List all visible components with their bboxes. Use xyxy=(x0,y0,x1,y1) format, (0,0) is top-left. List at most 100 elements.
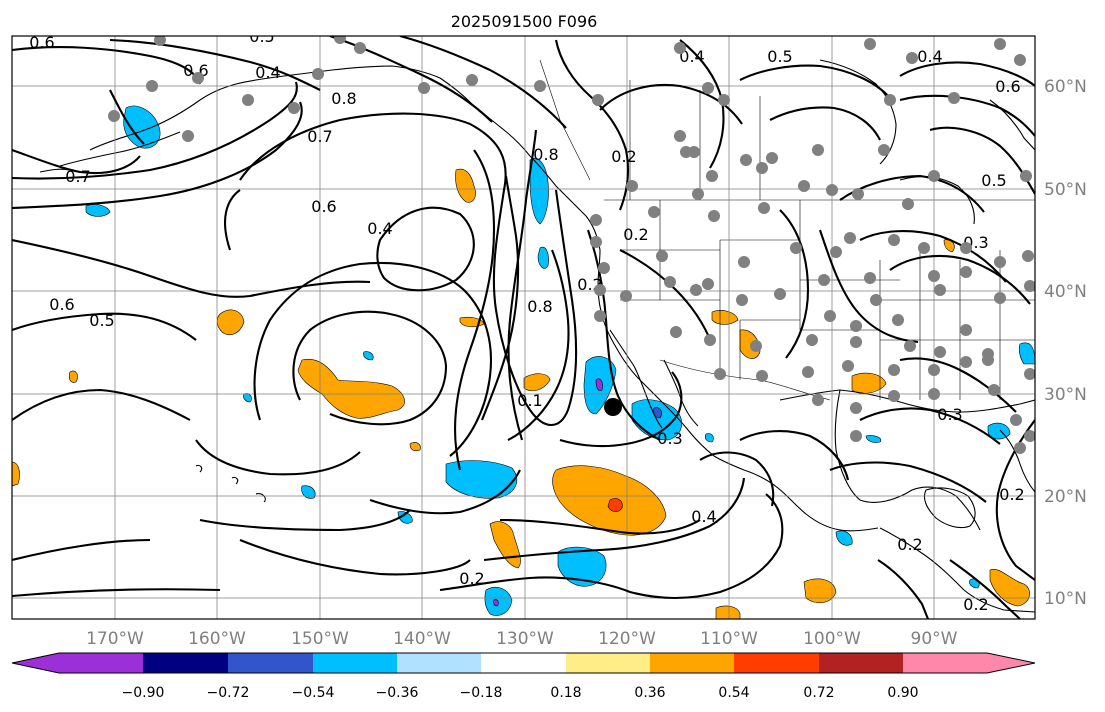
station-dot xyxy=(1024,280,1035,292)
station-dot xyxy=(242,94,254,106)
graticule xyxy=(12,36,1035,619)
colorbar-outline xyxy=(11,652,1036,674)
station-dot xyxy=(708,210,720,222)
contour-label: 0.5 xyxy=(981,171,1006,190)
contour-label: 0.7 xyxy=(65,167,90,186)
contour-label: 0.7 xyxy=(307,127,332,146)
station-dot xyxy=(818,274,830,286)
contour-labels: 0.6 0.5 0.4 0.6 0.8 0.7 0.7 0.6 0.4 0.6 … xyxy=(29,36,1024,614)
station-dot xyxy=(852,188,864,200)
lon-tick-label: 90°W xyxy=(911,629,958,649)
station-dot xyxy=(592,94,604,106)
contour-label: 0.4 xyxy=(255,63,280,82)
contour-label: 0.4 xyxy=(367,219,392,238)
station-dot xyxy=(626,180,638,192)
lon-tick-label: 150°W xyxy=(291,629,349,649)
station-dot xyxy=(960,242,972,254)
colorbar-tick-label: −0.72 xyxy=(207,685,250,701)
station-dot xyxy=(688,146,700,158)
station-dot xyxy=(192,72,204,84)
station-dot xyxy=(928,388,940,400)
station-dot xyxy=(892,314,904,326)
station-dot xyxy=(704,334,716,346)
lon-tick-label: 120°W xyxy=(598,629,656,649)
station-dot xyxy=(702,278,714,290)
station-dot xyxy=(888,364,900,376)
station-dot xyxy=(1022,250,1034,262)
station-dot xyxy=(994,256,1006,268)
colorbar-segment xyxy=(143,653,228,673)
map-frame xyxy=(11,35,1036,620)
station-dot xyxy=(714,368,726,380)
station-dot xyxy=(620,290,632,302)
station-dot xyxy=(718,94,730,106)
colorbar-segment xyxy=(650,653,734,673)
colorbar xyxy=(11,652,1036,674)
colorbar-tick-label: 0.72 xyxy=(803,685,834,701)
colorbar-segment xyxy=(481,653,566,673)
lon-tick-label: 110°W xyxy=(700,629,758,649)
contour-label: 0.3 xyxy=(937,405,962,424)
colorbar-segment xyxy=(397,653,481,673)
station-dot xyxy=(790,242,802,254)
contour-label: 0.2 xyxy=(623,225,648,244)
station-dot xyxy=(756,162,768,174)
station-dot xyxy=(756,370,768,382)
contour-label: 0.8 xyxy=(527,297,552,316)
lon-tick-label: 140°W xyxy=(393,629,451,649)
station-dot xyxy=(758,202,770,214)
colorbar-tick-labels: −0.90 −0.72 −0.54 −0.36 −0.18 0.18 0.36 … xyxy=(122,685,919,701)
station-dot xyxy=(850,430,862,442)
lat-tick-label: 20°N xyxy=(1044,487,1087,507)
station-dot xyxy=(934,284,946,296)
station-dot xyxy=(674,42,686,54)
station-dot xyxy=(842,360,854,372)
station-dot xyxy=(994,38,1006,50)
lon-tick-label: 130°W xyxy=(496,629,554,649)
colorbar-segment xyxy=(903,653,987,673)
station-dot xyxy=(850,402,862,414)
station-dot xyxy=(888,234,900,246)
station-dot xyxy=(590,214,602,226)
colorbar-tick-label: 0.54 xyxy=(718,685,749,701)
longitude-ticks: 170°W 160°W 150°W 140°W 130°W 120°W 110°… xyxy=(86,629,958,649)
station-dot xyxy=(928,170,940,182)
station-dot xyxy=(736,294,748,306)
station-dot xyxy=(906,52,918,64)
station-dot xyxy=(826,184,838,196)
station-dot xyxy=(850,336,862,348)
station-dot xyxy=(674,130,686,142)
station-dot xyxy=(692,188,704,200)
station-dot xyxy=(918,242,930,254)
station-dot xyxy=(884,94,896,106)
station-dot xyxy=(594,310,606,322)
contour-label: 0.6 xyxy=(995,77,1020,96)
map-title: 2025091500 F096 xyxy=(451,12,598,31)
contour-label: 0.4 xyxy=(679,47,704,66)
colorbar-segment xyxy=(313,653,397,673)
station-dot xyxy=(670,326,682,338)
station-dot xyxy=(590,236,602,248)
colorbar-extend-max xyxy=(987,653,1035,673)
station-dot xyxy=(982,354,994,366)
lon-tick-label: 170°W xyxy=(86,629,144,649)
station-dot xyxy=(830,246,842,258)
station-dot xyxy=(334,36,346,44)
station-dot xyxy=(904,340,916,352)
colorbar-segment xyxy=(566,653,650,673)
station-dot xyxy=(934,346,946,358)
lat-tick-label: 30°N xyxy=(1044,385,1087,405)
station-dot xyxy=(1014,442,1026,454)
station-dot xyxy=(740,154,752,166)
station-dot xyxy=(1020,170,1032,182)
station-dot xyxy=(738,256,750,268)
station-dot xyxy=(146,80,158,92)
station-dot xyxy=(706,170,718,182)
station-dot xyxy=(1024,368,1035,380)
contour-label: 0.2 xyxy=(999,485,1024,504)
contour-label: 0.4 xyxy=(691,507,716,526)
contour-label: 0.5 xyxy=(89,311,114,330)
station-dot xyxy=(902,198,914,210)
colorbar-tick-label: 0.90 xyxy=(887,685,918,701)
station-dot xyxy=(806,334,818,346)
